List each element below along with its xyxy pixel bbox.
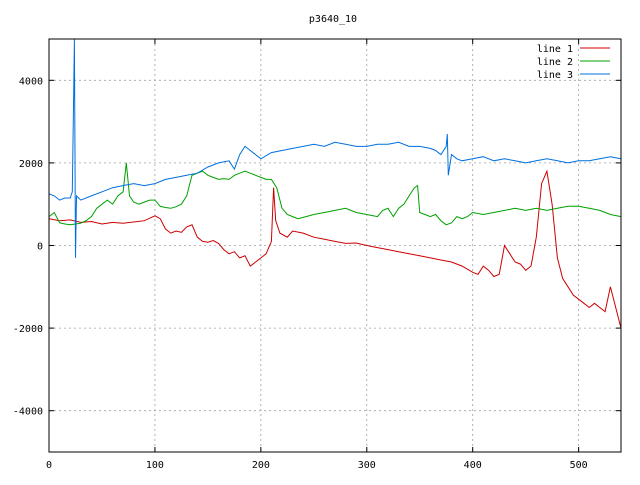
x-tick-label: 500 — [570, 460, 588, 471]
x-tick-label: 100 — [146, 460, 164, 471]
x-tick-label: 200 — [252, 460, 270, 471]
x-tick-label: 400 — [464, 460, 482, 471]
x-tick-label: 300 — [358, 460, 376, 471]
axis-ticks: 0 100 200 300 400 500 -4000 -2000 0 2000 4000 — [13, 39, 621, 471]
series-lines — [49, 39, 621, 329]
y-tick-label: -2000 — [13, 324, 43, 335]
chart-title: p3640_10 — [309, 14, 357, 25]
y-tick-label: 4000 — [19, 76, 43, 87]
series-line-2 — [49, 162, 621, 226]
legend-label: line 3 — [537, 70, 573, 81]
series-line-3 — [49, 39, 621, 258]
y-tick-label: 2000 — [19, 159, 43, 170]
y-tick-label: 0 — [37, 242, 43, 253]
legend-label: line 2 — [537, 57, 573, 68]
legend: line 1 line 2 line 3 — [537, 44, 610, 81]
y-tick-label: -4000 — [13, 407, 43, 418]
x-tick-label: 0 — [46, 460, 52, 471]
series-line-1 — [49, 169, 621, 329]
legend-label: line 1 — [537, 44, 573, 55]
